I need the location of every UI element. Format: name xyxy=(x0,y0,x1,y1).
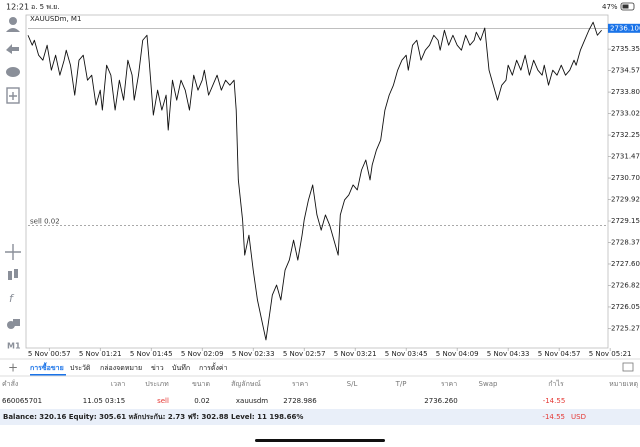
order-type: sell xyxy=(30,218,42,226)
cell-open-price: 2728.986 xyxy=(283,397,317,405)
chat-icon[interactable] xyxy=(6,67,20,77)
tab[interactable]: การตั้งค่า xyxy=(199,361,228,372)
y-tick-label: 2726.050 xyxy=(611,303,640,311)
cell-order: 660065701 xyxy=(2,397,42,405)
cell-time: 11.05 03:15 xyxy=(83,397,125,405)
order-volume: 0.02 xyxy=(44,218,60,226)
column-header: ราคา xyxy=(441,380,457,388)
y-tick-label: 2725.275 xyxy=(611,324,640,332)
x-tick-label: 5 Nov 00:57 xyxy=(28,350,71,358)
column-header: เวลา xyxy=(111,380,126,388)
indicator-icon[interactable]: f xyxy=(9,292,15,305)
y-tick-label: 2731.475 xyxy=(611,153,640,161)
x-tick-label: 5 Nov 04:09 xyxy=(436,350,479,358)
column-header: Swap xyxy=(479,380,498,388)
trade-icon[interactable] xyxy=(6,44,19,54)
current-price-label: 2736.100 xyxy=(610,24,640,32)
candles-icon[interactable] xyxy=(8,271,12,280)
tab[interactable]: ประวัติ xyxy=(70,364,91,372)
y-tick-label: 2727.600 xyxy=(611,260,640,268)
y-tick-label: 2733.800 xyxy=(611,88,640,96)
positions-table: คำสั่ง เวลา ประเภท ขนาด สัญลักษณ์ ราคา S/L T/P ร… xyxy=(2,379,638,405)
y-tick-label: 2735.350 xyxy=(611,45,640,53)
plus-icon xyxy=(9,92,17,100)
y-tick-label: 2728.375 xyxy=(611,238,640,246)
x-tick-label: 5 Nov 04:33 xyxy=(487,350,530,358)
column-header: S/L xyxy=(347,380,358,388)
tabs: การซื้อขาย ประวัติ กล่องจดหมาย ข่าว บันทึก กา… xyxy=(30,361,228,376)
objects-icon-2 xyxy=(13,319,20,326)
tab[interactable]: การซื้อขาย xyxy=(30,361,64,372)
status-date: อ. 5 พ.ย. xyxy=(31,3,60,11)
chart-layer: 2735.350 2734.575 2733.800 2733.025 2732.250… xyxy=(27,21,640,358)
crosshair-icon[interactable] xyxy=(5,244,21,260)
tab[interactable]: ข่าว xyxy=(151,364,164,372)
timeframe-button[interactable]: M1 xyxy=(7,342,21,351)
account-icon-body xyxy=(6,28,20,32)
battery-level xyxy=(622,4,629,9)
x-tick-label: 5 Nov 05:21 xyxy=(589,350,632,358)
account-icon[interactable] xyxy=(9,17,17,25)
account-summary: Balance: 320.16 Equity: 305.61 หลักประกั… xyxy=(3,413,303,421)
add-button[interactable]: + xyxy=(8,361,18,375)
order-label: sell 0.02 xyxy=(30,218,60,226)
toolbar: f xyxy=(5,17,21,329)
y-tick-label: 2734.575 xyxy=(611,67,640,75)
column-header: T/P xyxy=(395,380,407,388)
cell-type: sell xyxy=(157,397,169,405)
new-order-icon[interactable] xyxy=(6,87,20,104)
x-tick-label: 5 Nov 02:57 xyxy=(283,350,326,358)
y-tick-label: 2729.150 xyxy=(611,217,640,225)
cell-volume: 0.02 xyxy=(194,397,210,405)
candles-icon-2 xyxy=(14,269,18,278)
x-tick-label: 5 Nov 04:57 xyxy=(538,350,581,358)
x-tick-label: 5 Nov 03:45 xyxy=(385,350,428,358)
column-header: ราคา xyxy=(292,380,308,388)
home-indicator xyxy=(255,439,385,442)
x-tick-label: 5 Nov 01:45 xyxy=(130,350,173,358)
current-price-box xyxy=(608,23,640,33)
column-header: ขนาด xyxy=(192,380,210,388)
y-tick-label: 2732.250 xyxy=(611,131,640,139)
x-tick-label: 5 Nov 03:21 xyxy=(334,350,377,358)
column-header: กำไร xyxy=(548,379,564,388)
tab[interactable]: กล่องจดหมาย xyxy=(100,364,142,372)
chart-title: XAUUSDm, M1 xyxy=(30,15,81,23)
status-time: 12:21 xyxy=(6,3,29,12)
status-battery: 47% xyxy=(602,3,618,11)
total-profit: -14.55 xyxy=(542,413,565,421)
active-tab-underline xyxy=(30,374,66,376)
cell-price: 2736.260 xyxy=(424,397,457,405)
currency: USD xyxy=(571,413,586,421)
x-tick-label: 5 Nov 02:33 xyxy=(232,350,275,358)
cell-profit: -14.55 xyxy=(543,397,566,405)
column-header: หมายเหตุ xyxy=(609,380,638,388)
y-tick-label: 2733.025 xyxy=(611,110,640,118)
x-tick-label: 5 Nov 01:21 xyxy=(79,350,122,358)
column-header: ประเภท xyxy=(145,380,169,388)
tab[interactable]: บันทึก xyxy=(172,363,190,372)
panel-toggle-icon[interactable] xyxy=(622,362,634,372)
column-header: สัญลักษณ์ xyxy=(231,380,261,388)
price-line xyxy=(27,21,602,341)
y-tick-label: 2726.825 xyxy=(611,281,640,289)
chart-frame xyxy=(25,14,609,349)
battery-icon xyxy=(620,2,635,11)
cell-symbol: xauusdm xyxy=(236,397,268,405)
y-tick-label: 2729.925 xyxy=(611,196,640,204)
column-header: คำสั่ง xyxy=(2,379,18,388)
x-tick-label: 5 Nov 02:09 xyxy=(181,350,224,358)
summary-bg xyxy=(0,409,640,425)
y-tick-label: 2730.700 xyxy=(611,174,640,182)
